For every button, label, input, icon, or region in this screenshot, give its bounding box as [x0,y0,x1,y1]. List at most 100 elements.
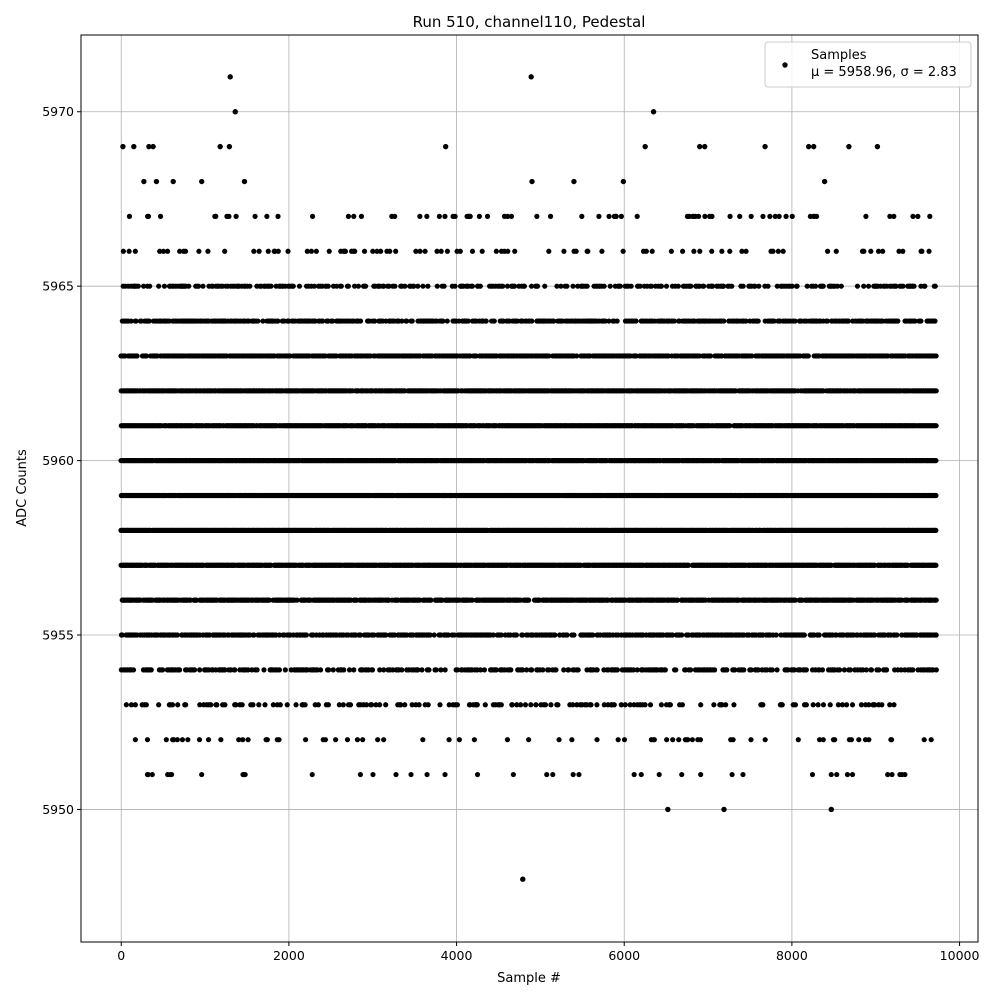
data-point [783,213,789,219]
data-point [739,248,745,254]
data-point [854,283,861,289]
data-point [861,283,867,289]
data-point [491,318,497,324]
data-point [596,213,602,219]
data-point [602,318,608,324]
data-point [861,248,867,254]
data-point [120,248,126,254]
data-point [177,248,183,254]
data-point [814,213,820,219]
data-point [342,248,349,254]
data-point [880,248,886,254]
data-point [402,283,408,289]
data-point [444,248,451,254]
data-point [141,283,147,289]
data-point [896,248,902,254]
data-point [551,318,557,324]
data-point [697,248,703,254]
data-point [275,318,281,324]
data-point [476,213,482,219]
data-point [508,213,515,219]
data-point [164,248,171,254]
data-point [780,248,786,254]
data-point [772,213,778,219]
data-point [479,248,485,254]
data-point [320,318,326,324]
data-point [865,283,872,289]
data-point [505,248,511,254]
data-point [358,213,365,219]
data-point [933,388,939,394]
data-point [345,283,351,289]
data-point [834,283,841,289]
data-point [256,248,262,254]
data-point [361,248,368,254]
data-point [789,213,795,219]
data-point [643,248,649,254]
chart-title: Run 510, channel110, Pedestal [413,13,646,31]
data-point [824,248,831,254]
data-point [584,283,590,289]
data-point [213,213,219,219]
data-point [620,248,626,254]
data-point [789,283,795,289]
data-point [182,248,189,254]
data-point [729,283,735,289]
data-point [710,283,716,289]
data-point [420,283,426,289]
data-point [601,283,607,289]
data-point [378,248,384,254]
data-point [309,213,316,219]
data-point [275,213,281,219]
data-point [440,318,446,324]
data-point [275,248,281,254]
data-point [311,283,317,289]
data-point [442,213,448,219]
data-point [205,248,211,254]
data-point [326,248,332,254]
data-point [157,248,163,254]
data-point [452,283,458,289]
data-point [465,318,471,324]
data-point [534,213,540,219]
data-point [417,248,423,254]
data-point [804,283,810,289]
data-point [126,213,133,219]
data-point [226,213,232,219]
data-point [467,213,473,219]
data-point [727,213,733,219]
data-point [740,283,746,289]
data-point [147,283,153,289]
data-point [573,248,579,254]
data-point [381,283,387,289]
data-point [607,283,613,289]
data-point [561,248,567,254]
data-point [891,213,897,219]
data-point [268,283,274,289]
data-point [637,283,643,289]
data-point [392,283,398,289]
data-point [709,248,715,254]
data-point [707,353,714,359]
data-point [255,318,261,324]
data-point [554,283,560,289]
data-point [634,213,640,219]
data-point [195,283,202,289]
data-point [484,213,491,219]
plot-points [118,74,939,882]
data-point [675,283,681,289]
data-point [752,283,758,289]
data-point [922,283,928,289]
data-point [386,283,392,289]
data-point [755,318,761,324]
data-point [477,283,483,289]
data-point [265,248,271,254]
data-point [296,283,303,289]
data-point [547,213,554,219]
data-point [932,283,938,289]
data-point [338,283,344,289]
data-point [774,283,780,289]
data-point [534,283,541,289]
data-point [521,283,528,289]
data-point [404,318,410,324]
